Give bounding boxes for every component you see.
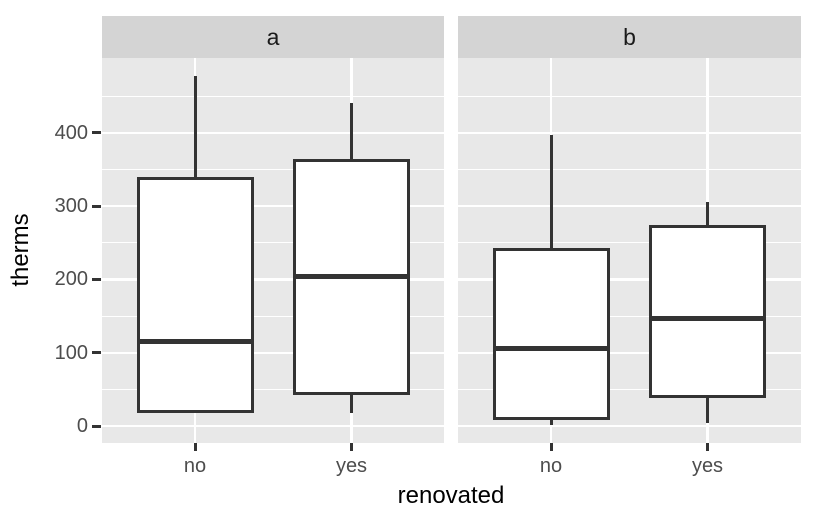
y-gridline-minor xyxy=(102,168,444,171)
y-tick-label: 200 xyxy=(54,268,88,291)
y-gridline-minor xyxy=(458,242,801,244)
y-gridline-major xyxy=(102,131,444,135)
x-tick-label: yes xyxy=(691,455,724,477)
median-line xyxy=(293,274,410,280)
y-gridline-minor xyxy=(458,388,801,391)
median-line xyxy=(136,338,254,344)
box xyxy=(492,247,610,420)
box xyxy=(136,176,254,413)
facet-strip: b xyxy=(458,16,801,58)
y-gridline-major xyxy=(458,351,801,355)
facet-strip: a xyxy=(102,16,444,58)
box xyxy=(649,225,766,399)
strip-label: b xyxy=(623,23,636,50)
x-tick-label: yes xyxy=(335,455,368,477)
y-gridline-major xyxy=(458,424,801,428)
y-gridline-major xyxy=(102,204,444,208)
strip-label: a xyxy=(266,23,280,50)
lower-whisker xyxy=(549,419,553,426)
y-gridline-minor xyxy=(102,388,444,391)
panel: no yes xyxy=(458,58,801,477)
y-gridline-major xyxy=(458,204,801,208)
panel: no yes xyxy=(102,58,444,477)
y-tick xyxy=(92,424,101,428)
y-gridline-major xyxy=(458,131,801,135)
y-gridline-major xyxy=(102,351,444,355)
y-tick-label: 400 xyxy=(54,121,88,144)
x-tick-label: no xyxy=(183,455,207,477)
upper-whisker xyxy=(706,201,709,226)
x-tick-label: no xyxy=(539,455,563,477)
y-tick xyxy=(92,131,101,135)
lower-whisker xyxy=(350,394,353,413)
upper-whisker xyxy=(350,103,353,160)
y-tick xyxy=(92,351,101,355)
lower-whisker xyxy=(706,398,709,424)
y-gridline-minor xyxy=(102,242,444,244)
x-tick xyxy=(193,443,197,451)
y-gridline-major xyxy=(102,278,444,281)
y-tick xyxy=(92,204,101,208)
y-tick xyxy=(92,277,101,281)
y-tick-label: 100 xyxy=(54,341,88,364)
x-axis-title: renovated xyxy=(397,482,505,509)
y-gridline-minor xyxy=(458,95,801,97)
x-tick xyxy=(350,443,353,451)
median-line xyxy=(492,345,610,351)
upper-whisker xyxy=(549,135,553,248)
y-gridline-major xyxy=(102,424,444,428)
median-line xyxy=(649,315,766,321)
y-tick-label: 300 xyxy=(54,195,88,218)
upper-whisker xyxy=(193,76,197,177)
y-gridline-minor xyxy=(102,95,444,97)
y-tick-label: 0 xyxy=(76,415,88,438)
y-gridline-major xyxy=(458,278,801,281)
y-gridline-minor xyxy=(458,315,801,317)
x-tick xyxy=(706,443,709,451)
y-gridline-minor xyxy=(458,168,801,171)
x-tick xyxy=(549,443,553,451)
y-gridline-minor xyxy=(102,315,444,317)
